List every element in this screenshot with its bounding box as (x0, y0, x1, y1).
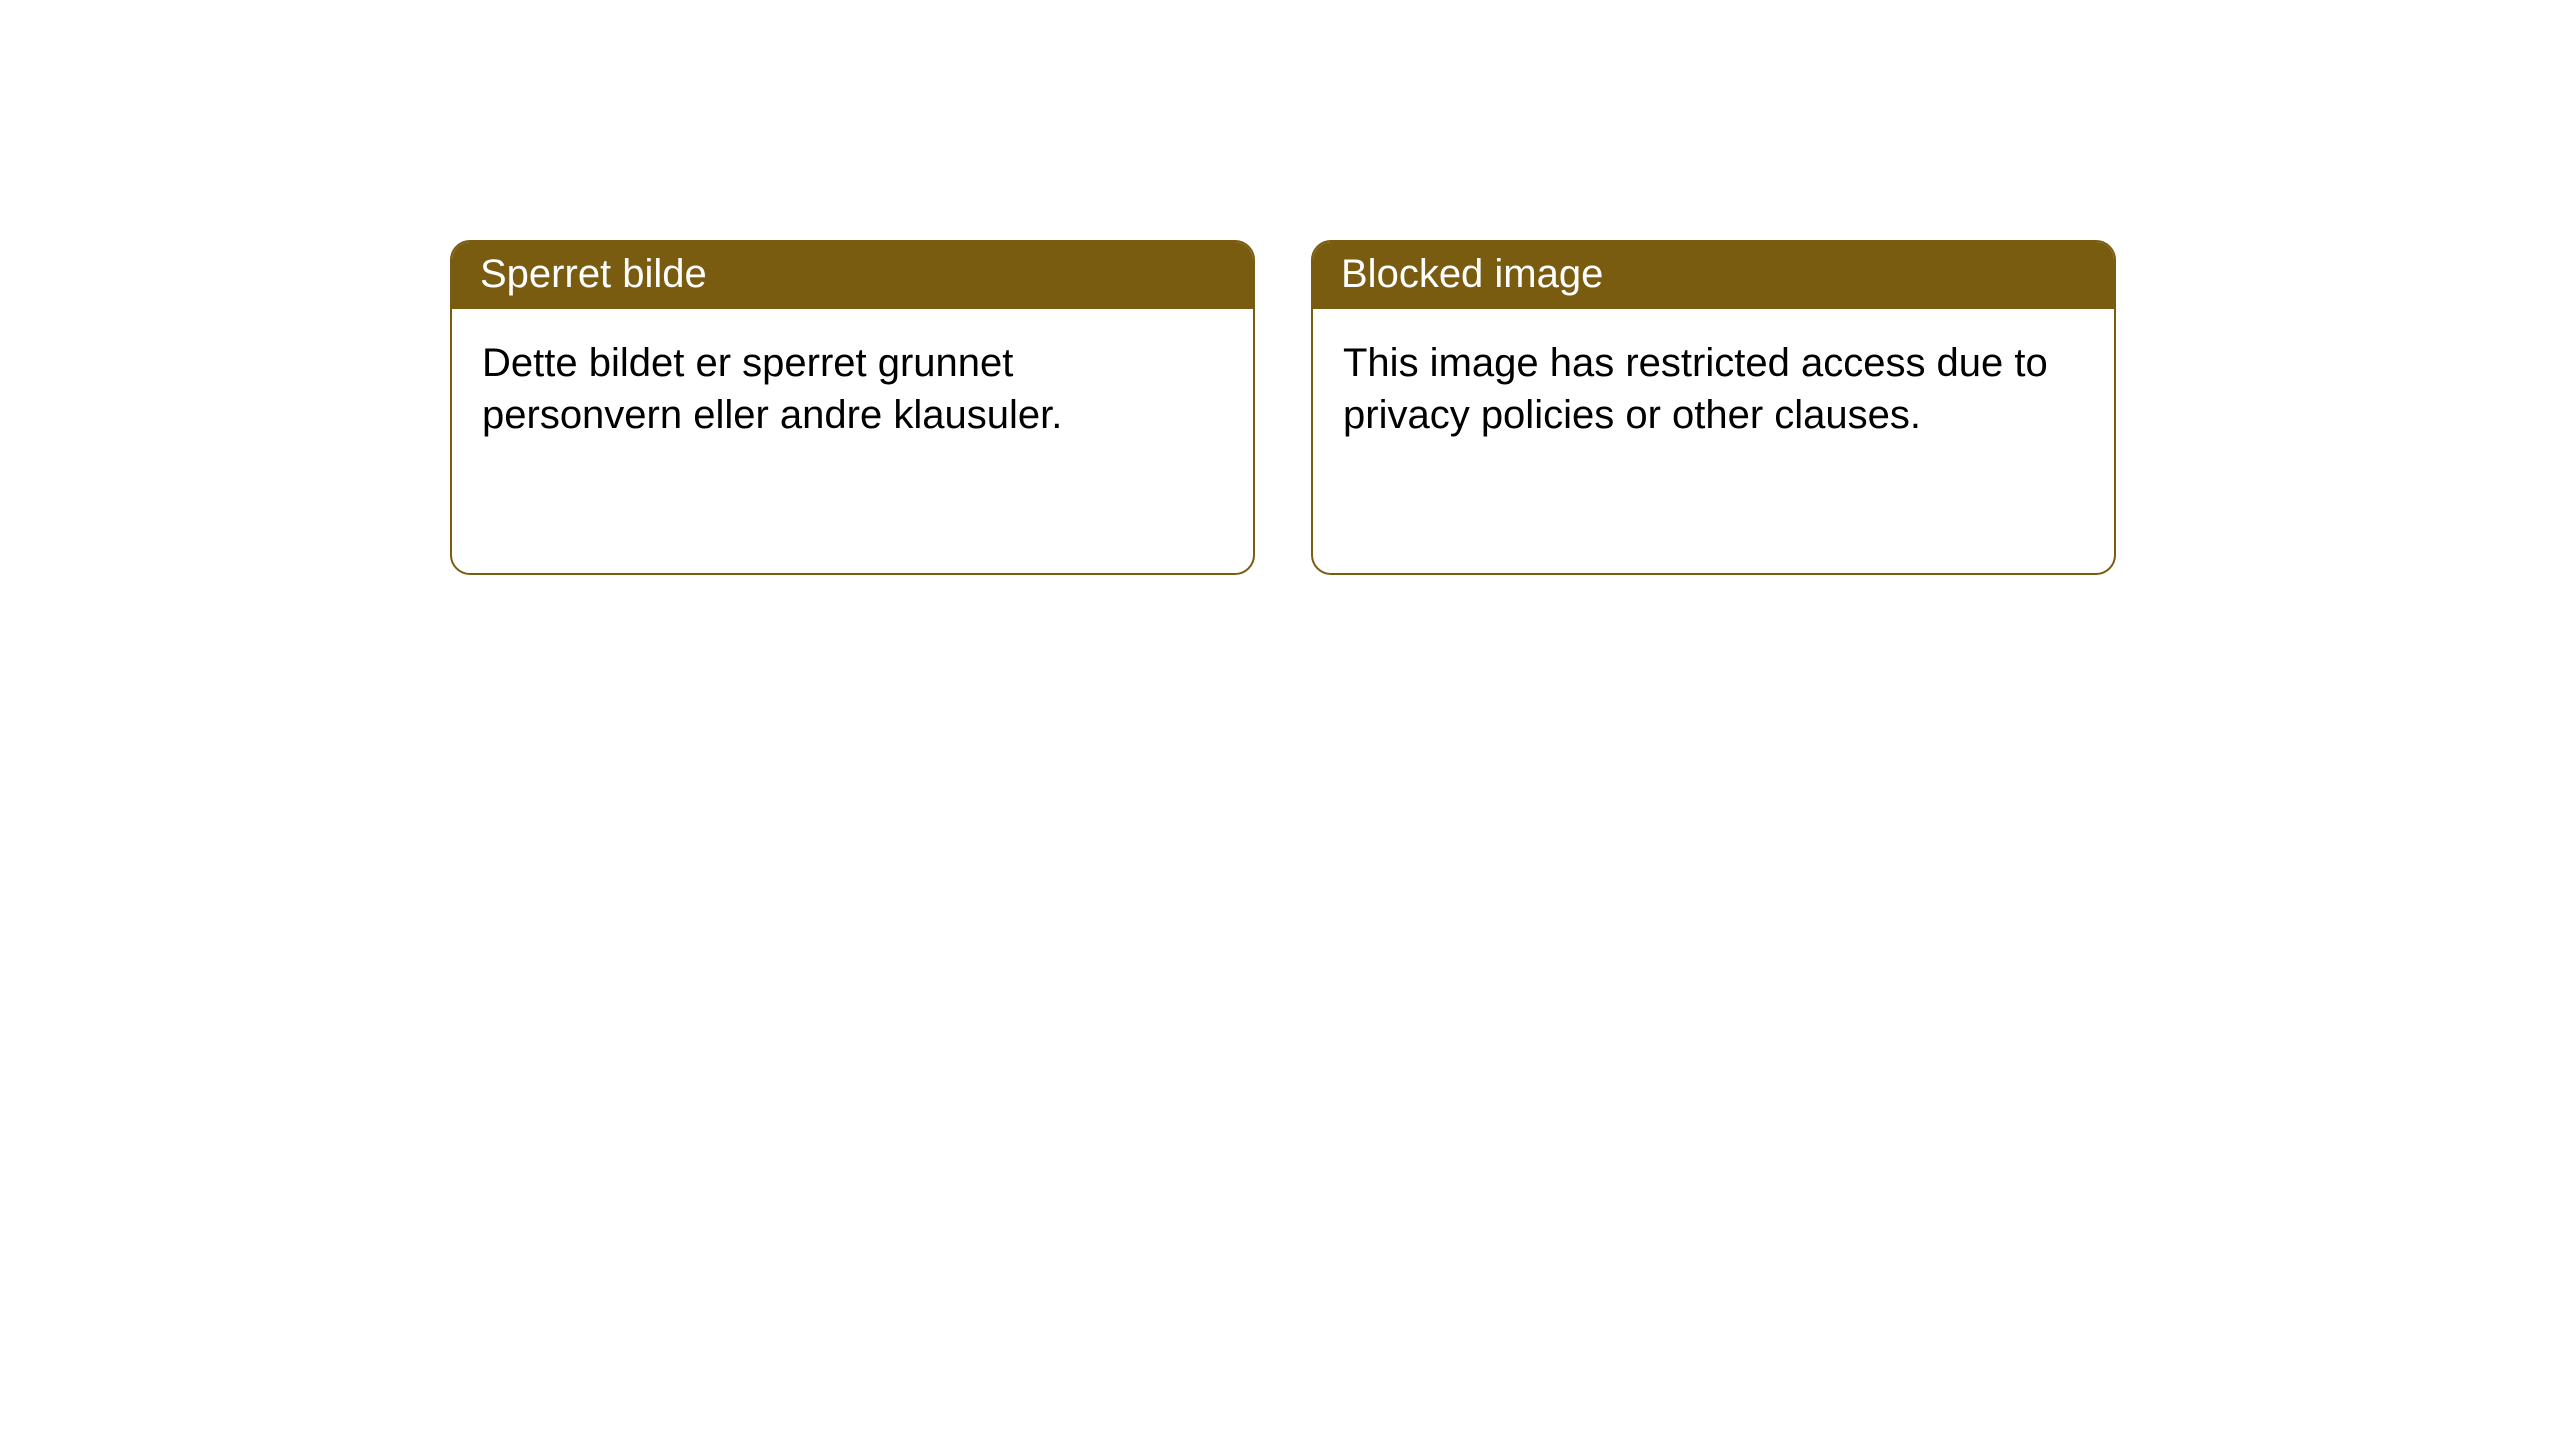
card-title-english: Blocked image (1313, 242, 2114, 309)
card-body-english: This image has restricted access due to … (1313, 309, 2114, 469)
card-body-norwegian: Dette bildet er sperret grunnet personve… (452, 309, 1253, 469)
blocked-image-card-english: Blocked image This image has restricted … (1311, 240, 2116, 575)
card-title-norwegian: Sperret bilde (452, 242, 1253, 309)
notice-container: Sperret bilde Dette bildet er sperret gr… (0, 0, 2560, 575)
blocked-image-card-norwegian: Sperret bilde Dette bildet er sperret gr… (450, 240, 1255, 575)
